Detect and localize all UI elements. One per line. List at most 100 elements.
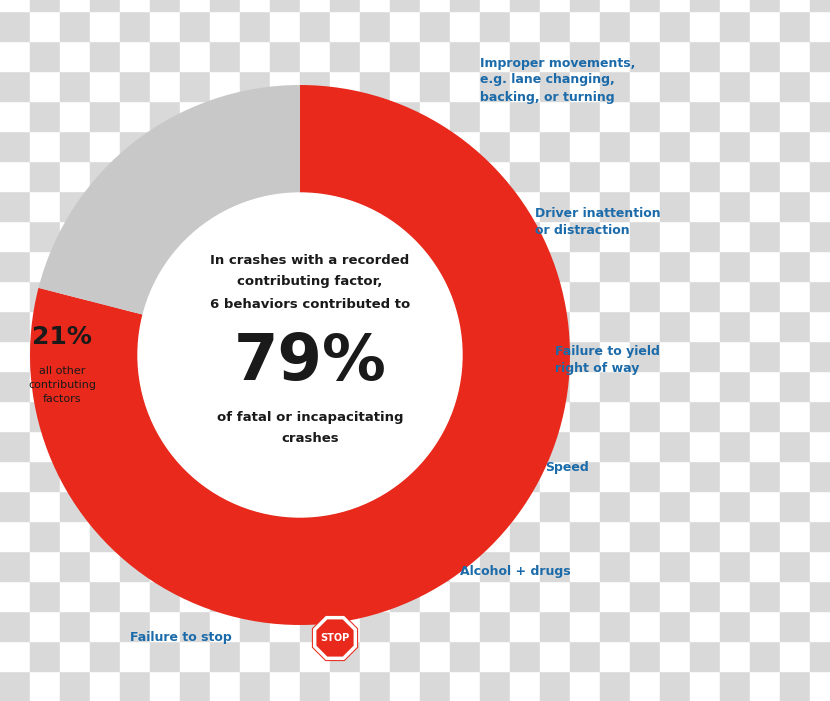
Text: 79%: 79% xyxy=(233,331,387,393)
Bar xyxy=(420,221,450,251)
Bar xyxy=(570,641,600,671)
Bar xyxy=(630,221,660,251)
Bar xyxy=(480,221,510,251)
Bar xyxy=(0,581,30,611)
Bar xyxy=(570,461,600,491)
Bar xyxy=(750,41,780,71)
Bar xyxy=(120,611,150,641)
Bar xyxy=(270,41,300,71)
Bar xyxy=(660,0,690,11)
Bar xyxy=(300,401,330,431)
Bar xyxy=(390,311,420,341)
Bar xyxy=(780,611,810,641)
Bar xyxy=(630,611,660,641)
Bar xyxy=(240,0,270,11)
Bar xyxy=(210,131,240,161)
Bar xyxy=(630,461,660,491)
Bar xyxy=(240,221,270,251)
Bar xyxy=(150,461,180,491)
Bar xyxy=(510,131,540,161)
Bar xyxy=(420,491,450,521)
Bar xyxy=(690,551,720,581)
Bar xyxy=(630,161,660,191)
Bar xyxy=(510,191,540,221)
Bar xyxy=(390,551,420,581)
Bar xyxy=(270,221,300,251)
Bar xyxy=(240,371,270,401)
Bar xyxy=(510,671,540,701)
Bar xyxy=(570,581,600,611)
Bar xyxy=(660,71,690,101)
Bar xyxy=(780,311,810,341)
Bar xyxy=(360,281,390,311)
Bar xyxy=(810,41,830,71)
Bar xyxy=(150,281,180,311)
Bar xyxy=(810,0,830,11)
Bar xyxy=(780,371,810,401)
Bar xyxy=(780,281,810,311)
Text: Speed: Speed xyxy=(545,461,588,475)
Bar xyxy=(330,11,360,41)
Bar xyxy=(330,311,360,341)
Bar xyxy=(570,551,600,581)
Bar xyxy=(120,191,150,221)
Bar xyxy=(480,161,510,191)
Bar xyxy=(120,461,150,491)
Bar xyxy=(510,221,540,251)
Bar xyxy=(210,221,240,251)
Bar xyxy=(360,461,390,491)
Bar xyxy=(30,251,60,281)
Bar xyxy=(660,161,690,191)
Bar xyxy=(0,671,30,701)
Bar xyxy=(150,41,180,71)
Bar xyxy=(30,461,60,491)
Bar xyxy=(150,581,180,611)
Bar xyxy=(420,341,450,371)
Bar xyxy=(720,521,750,551)
Bar xyxy=(660,521,690,551)
Bar xyxy=(660,131,690,161)
Bar xyxy=(240,11,270,41)
Bar xyxy=(540,11,570,41)
Bar xyxy=(570,11,600,41)
Bar xyxy=(780,551,810,581)
Bar xyxy=(270,11,300,41)
Bar xyxy=(120,671,150,701)
Bar xyxy=(60,191,90,221)
Bar xyxy=(510,521,540,551)
Bar xyxy=(30,101,60,131)
Bar xyxy=(570,221,600,251)
Bar xyxy=(150,0,180,11)
Bar xyxy=(450,71,480,101)
Bar xyxy=(690,491,720,521)
Bar xyxy=(330,251,360,281)
Bar xyxy=(420,71,450,101)
Bar xyxy=(210,41,240,71)
Bar xyxy=(750,521,780,551)
Bar xyxy=(180,581,210,611)
Bar xyxy=(480,461,510,491)
Bar xyxy=(330,491,360,521)
Bar xyxy=(360,71,390,101)
Bar xyxy=(330,671,360,701)
Bar xyxy=(720,11,750,41)
Bar xyxy=(360,131,390,161)
Bar xyxy=(330,371,360,401)
Bar xyxy=(510,11,540,41)
Bar xyxy=(360,0,390,11)
Bar xyxy=(720,221,750,251)
Bar xyxy=(780,221,810,251)
Bar xyxy=(180,251,210,281)
Bar xyxy=(0,611,30,641)
Bar xyxy=(750,0,780,11)
Bar xyxy=(300,0,330,11)
Bar xyxy=(390,161,420,191)
Bar xyxy=(30,551,60,581)
Bar xyxy=(480,581,510,611)
Bar xyxy=(600,581,630,611)
Bar xyxy=(690,461,720,491)
Bar xyxy=(360,551,390,581)
Bar xyxy=(270,461,300,491)
Bar xyxy=(390,371,420,401)
Bar xyxy=(360,671,390,701)
